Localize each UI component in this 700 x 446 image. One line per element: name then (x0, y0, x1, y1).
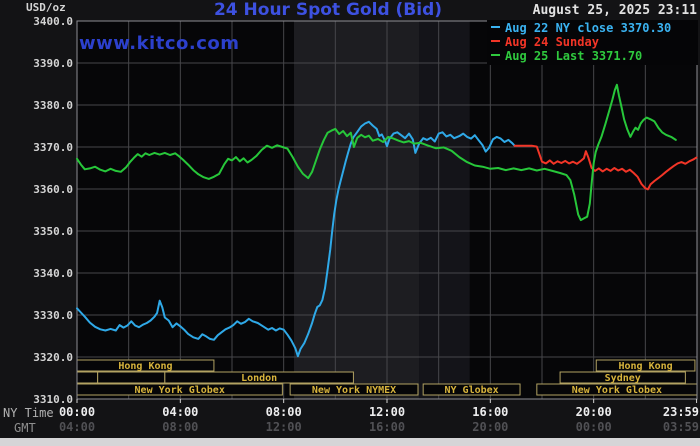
page-title: 24 Hour Spot Gold (Bid) (213, 0, 443, 20)
series-aug-25-line (76, 83, 677, 222)
x-axis-gmt-label: GMT (14, 421, 36, 435)
series-aug-24-line (513, 144, 698, 191)
series-aug-22-line (76, 120, 516, 358)
bottom-edge-strip (0, 438, 700, 446)
legend-line-sample-icon (491, 26, 500, 28)
y-axis-label: 3310.0 (33, 393, 73, 406)
x-axis-ny-time-value: 16:00 (472, 405, 508, 419)
x-axis-gmt-value: 12:00 (266, 420, 302, 434)
x-axis-ny-time-value: 00:00 (59, 405, 95, 419)
x-axis-gmt-value: 16:00 (369, 420, 405, 434)
session-label-hong-kong: Hong Kong (618, 361, 672, 372)
session-highlight-band-0 (294, 21, 420, 399)
legend-item-2: Aug 25 Last 3371.70 (487, 49, 698, 63)
y-axis-label: 3380.0 (33, 99, 73, 112)
x-axis-gmt-value: 04:00 (59, 420, 95, 434)
x-axis-ny-time-value: 23:59 (663, 405, 699, 419)
session-label-new-york-globex: New York Globex (572, 385, 662, 396)
legend-item-1: Aug 24 Sunday (487, 35, 698, 49)
session-box-unlabeled (76, 371, 99, 384)
legend-line-sample-icon (491, 40, 500, 42)
x-axis-ny-time-value: 08:00 (266, 405, 302, 419)
y-axis-label: 3370.0 (33, 141, 73, 154)
session-box-london (164, 371, 354, 384)
y-axis-label: 3330.0 (33, 309, 73, 322)
x-axis-ny-time-label: NY Time (3, 406, 54, 420)
x-axis-ny-time-value: 20:00 (576, 405, 612, 419)
chart-datetime: August 25, 2025 23:11 (532, 3, 697, 18)
session-box-ny-globex (422, 383, 521, 396)
session-highlight-band-1 (419, 21, 470, 399)
x-axis-ny-time-value: 04:00 (162, 405, 198, 419)
y-axis-label: 3320.0 (33, 351, 73, 364)
x-axis-ny-time-value: 12:00 (369, 405, 405, 419)
x-axis-gmt-value: 00:00 (576, 420, 612, 434)
legend-item-label: Aug 22 NY close 3370.30 (505, 21, 672, 35)
y-axis-label: 3340.0 (33, 267, 73, 280)
x-axis-gmt-value: 03:59 (663, 420, 699, 434)
legend: Aug 22 NY close 3370.30 Aug 24 Sunday Aug … (487, 20, 698, 65)
session-label-sydney: Sydney (605, 373, 641, 384)
session-box-sydney (559, 371, 686, 384)
legend-line-sample-icon (491, 54, 500, 56)
session-label-london: London (241, 373, 277, 384)
y-axis-label: 3350.0 (33, 225, 73, 238)
x-axis-gmt-value: 20:00 (472, 420, 508, 434)
legend-item-label: Aug 24 Sunday (505, 35, 599, 49)
session-label-hong-kong: Hong Kong (118, 361, 172, 372)
y-axis-label: 3400.0 (33, 15, 73, 28)
session-label-new-york-nymex: New York NYMEX (312, 385, 396, 396)
legend-item-label: Aug 25 Last 3371.70 (505, 49, 643, 63)
session-label-ny-globex: NY Globex (445, 385, 499, 396)
kitco-watermark-link[interactable]: www.kitco.com (79, 33, 240, 54)
y-axis-label: 3390.0 (33, 57, 73, 70)
legend-item-0: Aug 22 NY close 3370.30 (487, 21, 698, 35)
session-box-hong-kong (595, 359, 696, 372)
session-box-unlabeled (97, 371, 166, 384)
session-box-new-york-nymex (289, 383, 419, 396)
x-axis-gmt-value: 08:00 (162, 420, 198, 434)
y-axis-label: 3360.0 (33, 183, 73, 196)
session-label-new-york-globex: New York Globex (135, 385, 225, 396)
y-axis-unit-label: USD/oz (26, 1, 66, 14)
